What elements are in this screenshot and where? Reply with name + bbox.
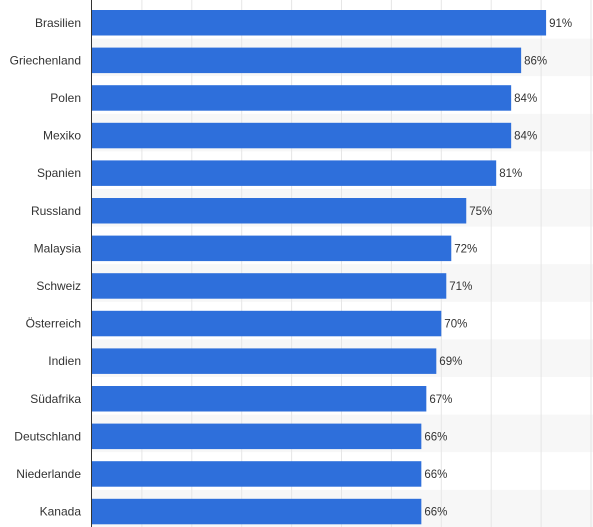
value-labels: 91% 86% 84% 84% 81% 75% 72% 71% 70% 69% 67% 66% 66% 6… [424,18,572,519]
bar [92,461,422,487]
value-label: 91% [549,18,572,30]
category-label: Niederlande [16,467,81,481]
value-label: 66% [424,431,447,443]
category-labels: Brasilien Griechenland Polen Mexiko Spanien R… [10,16,82,519]
value-label: 84% [514,131,537,143]
bar [92,160,497,186]
value-label: 84% [514,93,537,105]
category-label: Indien [48,354,81,368]
category-label: Kanada [40,505,82,519]
category-label: Spanien [37,166,81,180]
value-label: 66% [424,469,447,481]
category-label: Deutschland [14,429,81,443]
value-label: 75% [469,206,492,218]
category-label: Mexiko [43,129,81,143]
value-label: 72% [454,243,477,255]
category-label: Russland [31,204,81,218]
category-label: Südafrika [30,392,81,406]
bars [92,10,547,525]
bar [92,235,452,262]
bar [92,310,442,337]
value-label: 69% [439,356,462,368]
bar [92,498,422,525]
category-label: Brasilien [35,16,81,30]
value-label: 70% [444,319,467,331]
value-label: 67% [429,394,452,406]
bar [92,47,522,74]
category-label: Polen [50,91,81,105]
bar [92,386,427,412]
bar [92,85,512,111]
value-label: 81% [499,168,522,180]
category-label: Schweiz [36,279,81,293]
bar [92,348,437,374]
bar [92,423,422,450]
category-label: Griechenland [10,53,81,67]
value-label: 66% [424,507,447,519]
bar [92,198,467,224]
bar [92,122,512,149]
bar [92,10,547,36]
category-label: Malaysia [34,241,82,255]
value-label: 86% [524,55,547,67]
category-label: Österreich [26,317,81,331]
value-label: 71% [449,281,472,293]
bar [92,273,447,299]
